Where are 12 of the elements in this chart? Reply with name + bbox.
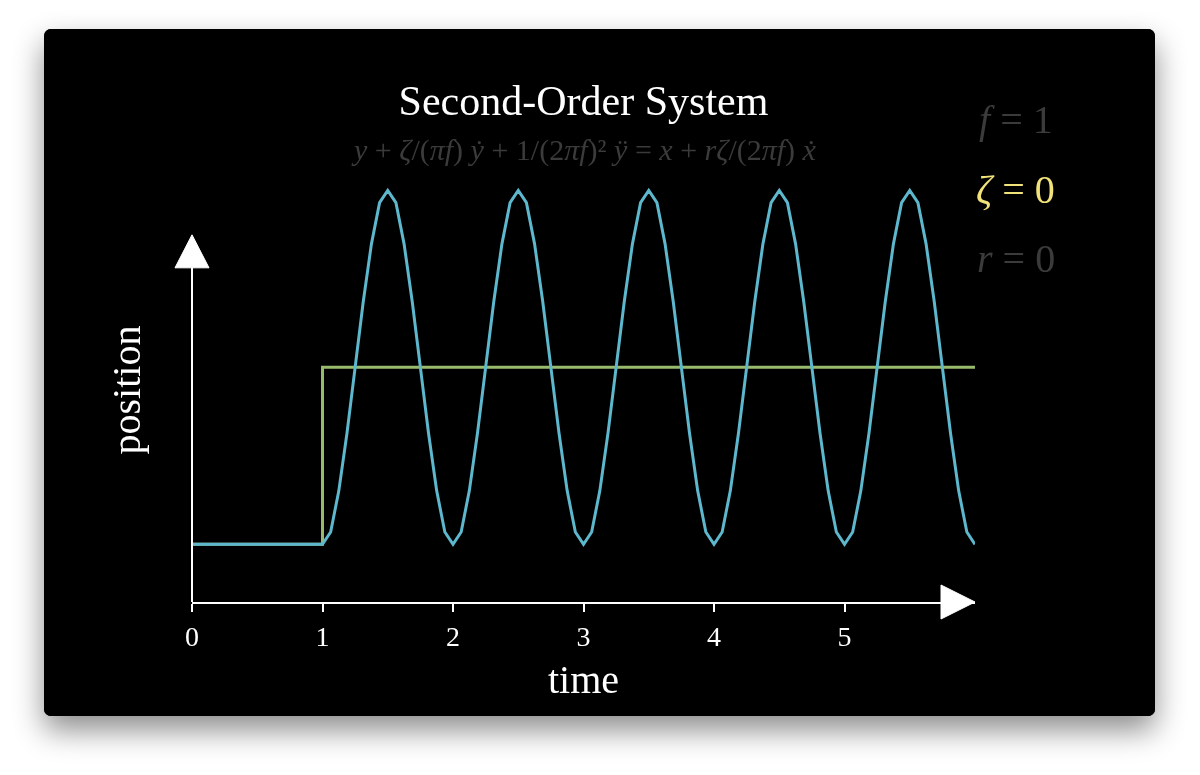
- y-axis-title: position: [103, 325, 149, 455]
- x-tick-label: 0: [185, 620, 199, 652]
- text: r = 0: [977, 236, 1056, 281]
- x-axis-title: time: [547, 656, 620, 702]
- text: f = 1: [979, 97, 1053, 142]
- x-tick-label: 3: [576, 620, 591, 652]
- chart-title: Second-Order System: [398, 77, 769, 124]
- x-tick-label: 5: [837, 620, 852, 652]
- x-tick-label: 1: [315, 620, 330, 652]
- text: ζ = 0: [976, 167, 1055, 212]
- x-tick-label: 2: [446, 620, 460, 652]
- x-tick-label: 4: [707, 620, 721, 652]
